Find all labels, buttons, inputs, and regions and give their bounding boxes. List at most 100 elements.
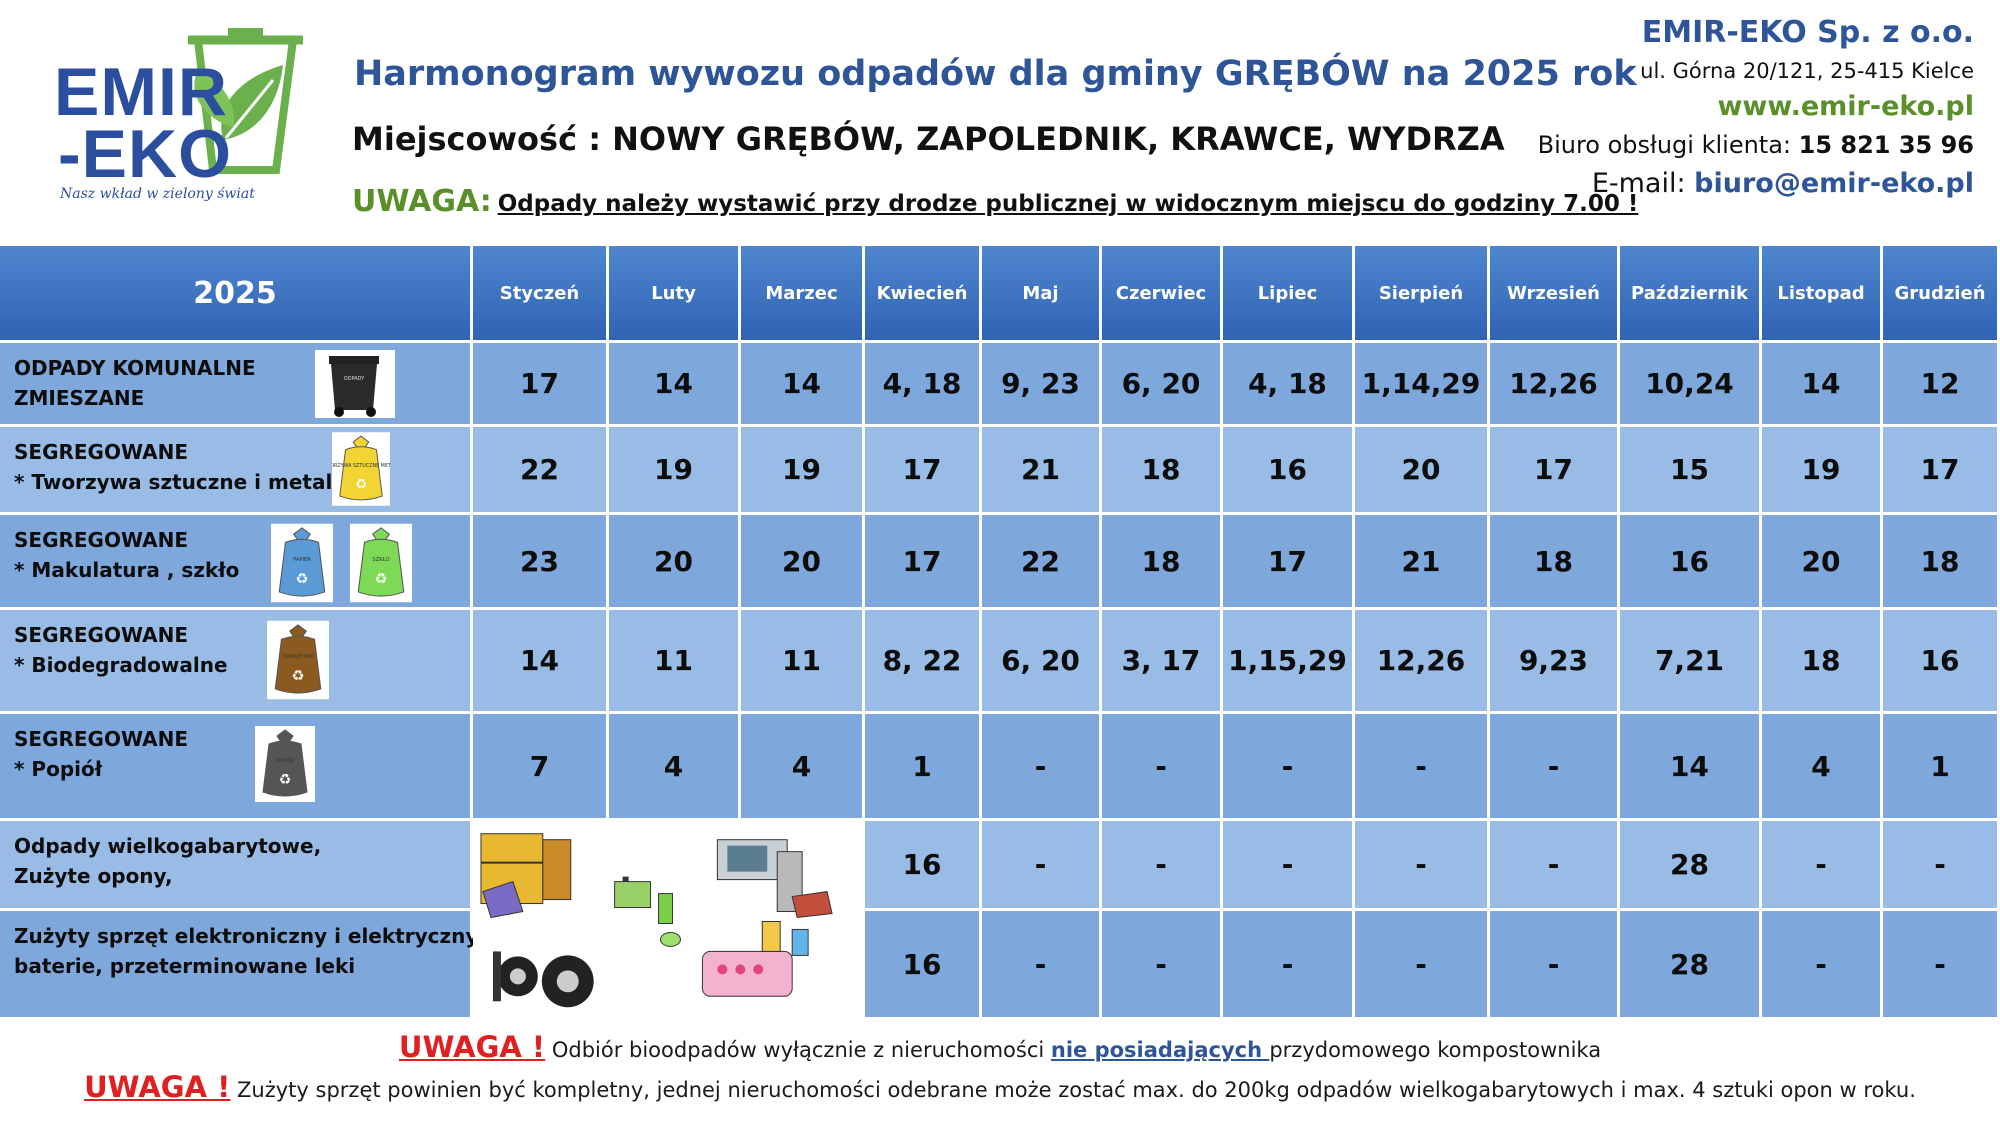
cell-1-8: 1,14,29	[1355, 343, 1490, 427]
row-label-4: SEGREGOWANE * Biodegradowalne ODPADY BIO ♻	[0, 610, 473, 714]
cell-6-6: -	[1102, 821, 1223, 911]
header-year: 2025	[0, 246, 473, 343]
cell-3-1: 23	[473, 515, 609, 610]
cell-2-5: 21	[982, 427, 1102, 515]
row-label-text: SEGREGOWANE * Popiół	[14, 727, 189, 781]
footer-note-bio: UWAGA ! Odbiór bioodpadów wyłącznie z ni…	[0, 1030, 2000, 1064]
cell-1-6: 6, 20	[1102, 343, 1223, 427]
cell-3-9: 18	[1490, 515, 1620, 610]
svg-text:POPIÓŁ: POPIÓŁ	[276, 757, 294, 764]
logo-text-emir: EMIR	[54, 54, 228, 130]
company-address: ul. Górna 20/121, 25-415 Kielce	[1640, 59, 1974, 83]
logo-tagline: Nasz wkład w zielony świat	[60, 186, 255, 202]
cell-2-2: 19	[609, 427, 741, 515]
row-label-5: SEGREGOWANE * Popiół POPIÓŁ ♻	[0, 714, 473, 821]
cell-1-11: 14	[1762, 343, 1883, 427]
cell-1-7: 4, 18	[1223, 343, 1355, 427]
cell-7-10: 28	[1620, 911, 1762, 1020]
cell-4-8: 12,26	[1355, 610, 1490, 714]
svg-text:PAPIER: PAPIER	[293, 557, 311, 563]
row-label-text: Zużyty sprzęt elektroniczny i elektryczn…	[14, 924, 485, 978]
company-name: EMIR-EKO Sp. z o.o.	[1641, 15, 1974, 50]
cell-1-3: 14	[741, 343, 865, 427]
svg-text:♻: ♻	[296, 572, 309, 588]
cell-2-6: 18	[1102, 427, 1223, 515]
row-label-text: Odpady wielkogabarytowe, Zużyte opony,	[14, 834, 322, 888]
email-link[interactable]: biuro@emir-eko.pl	[1694, 168, 1974, 199]
cell-5-2: 4	[609, 714, 741, 821]
cell-6-7: -	[1223, 821, 1355, 911]
footer-text-1b: nie posiadających	[1050, 1038, 1270, 1062]
row-label-2: SEGREGOWANE * Tworzywa sztuczne i metale…	[0, 427, 473, 515]
company-phone: Biuro obsługi klienta: 15 821 35 96	[1538, 126, 1974, 164]
svg-text:TWORZYWA SZTUCZNE METALE: TWORZYWA SZTUCZNE METALE	[332, 463, 390, 469]
cell-4-3: 11	[741, 610, 865, 714]
cell-1-10: 10,24	[1620, 343, 1762, 427]
cell-7-7: -	[1223, 911, 1355, 1020]
cell-5-11: 4	[1762, 714, 1883, 821]
footer-text-2: Zużyty sprzęt powinien być kompletny, je…	[230, 1078, 1916, 1102]
header-month-8: Sierpień	[1355, 246, 1490, 343]
header-month-11: Listopad	[1762, 246, 1883, 343]
cell-1-1: 17	[473, 343, 609, 427]
header-month-12: Grudzień	[1883, 246, 2000, 343]
brown-bag-icon: ODPADY BIO ♻	[267, 620, 329, 704]
cell-1-4: 4, 18	[865, 343, 982, 427]
cell-6-10: 28	[1620, 821, 1762, 911]
cell-2-10: 15	[1620, 427, 1762, 515]
cell-3-11: 20	[1762, 515, 1883, 610]
cell-2-11: 19	[1762, 427, 1883, 515]
cell-5-8: -	[1355, 714, 1490, 821]
cell-1-9: 12,26	[1490, 343, 1620, 427]
cell-3-2: 20	[609, 515, 741, 610]
yellow-bag-icon: TWORZYWA SZTUCZNE METALE ♻	[321, 431, 400, 511]
cell-3-10: 16	[1620, 515, 1762, 610]
cell-2-7: 16	[1223, 427, 1355, 515]
header-month-7: Lipiec	[1223, 246, 1355, 343]
company-website-link[interactable]: www.emir-eko.pl	[1717, 91, 1974, 122]
cell-4-4: 8, 22	[865, 610, 982, 714]
cell-4-6: 3, 17	[1102, 610, 1223, 714]
cell-3-12: 18	[1883, 515, 2000, 610]
cell-6-9: -	[1490, 821, 1620, 911]
row-label-6: Odpady wielkogabarytowe, Zużyte opony,	[0, 821, 473, 911]
header-month-1: Styczeń	[473, 246, 609, 343]
svg-text:SZKŁO: SZKŁO	[372, 557, 389, 563]
cell-6-4: 16	[865, 821, 982, 911]
cell-5-5: -	[982, 714, 1102, 821]
cell-7-6: -	[1102, 911, 1223, 1020]
cell-3-4: 17	[865, 515, 982, 610]
cell-4-10: 7,21	[1620, 610, 1762, 714]
header-month-2: Luty	[609, 246, 741, 343]
header-month-4: Kwiecień	[865, 246, 982, 343]
header-month-6: Czerwiec	[1102, 246, 1223, 343]
black-bin-icon: ODPADY	[315, 350, 395, 422]
svg-text:ODPADY BIO: ODPADY BIO	[282, 654, 314, 660]
cell-2-4: 17	[865, 427, 982, 515]
schedule-table: 2025 Styczeń Luty Marzec Kwiecień Maj Czerwiec…	[0, 246, 2000, 1020]
cell-5-12: 1	[1883, 714, 2000, 821]
cell-5-10: 14	[1620, 714, 1762, 821]
cell-7-11: -	[1762, 911, 1883, 1020]
company-info: EMIR-EKO Sp. z o.o. ul. Górna 20/121, 25…	[1538, 12, 1974, 204]
footer-note-equipment: UWAGA ! Zużyty sprzęt powinien być kompl…	[0, 1070, 2000, 1104]
row-label-3: SEGREGOWANE * Makulatura , szkło PAPIER ♻ S…	[0, 515, 473, 610]
cell-5-4: 1	[865, 714, 982, 821]
cell-5-9: -	[1490, 714, 1620, 821]
cell-5-6: -	[1102, 714, 1223, 821]
footer-text-1c: przydomowego kompostownika	[1269, 1038, 1602, 1062]
cell-4-7: 1,15,29	[1223, 610, 1355, 714]
cell-7-4: 16	[865, 911, 982, 1020]
svg-text:♻: ♻	[279, 772, 292, 788]
cell-3-5: 22	[982, 515, 1102, 610]
cell-6-11: -	[1762, 821, 1883, 911]
cell-2-12: 17	[1883, 427, 2000, 515]
header-month-5: Maj	[982, 246, 1102, 343]
cell-3-7: 17	[1223, 515, 1355, 610]
company-logo: EMIR -EKO Nasz wkład w zielony świat	[48, 20, 318, 202]
footer-text-1a: Odbiór bioodpadów wyłącznie z nieruchomo…	[545, 1038, 1051, 1062]
footer-warning-1: UWAGA !	[398, 1030, 546, 1064]
warning-label: UWAGA:	[352, 184, 492, 219]
phone-number: 15 821 35 96	[1798, 131, 1974, 159]
